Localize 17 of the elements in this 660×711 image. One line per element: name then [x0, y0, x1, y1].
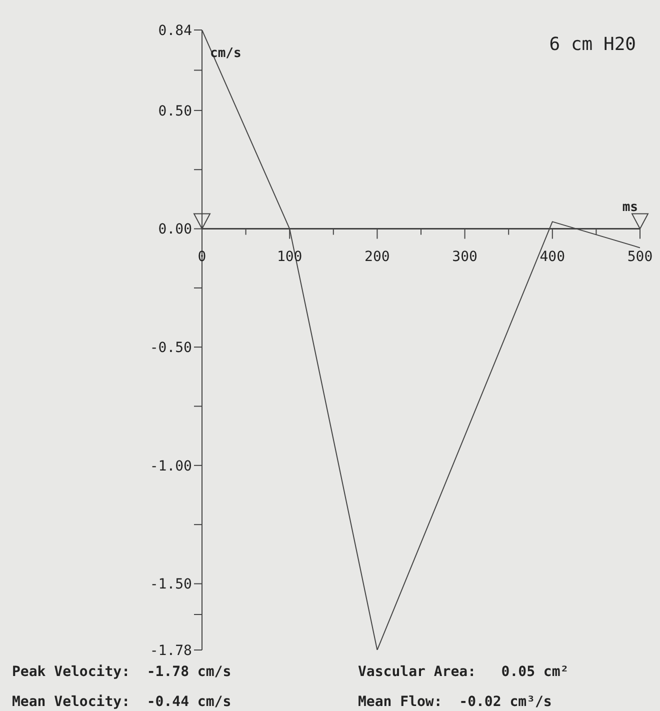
text: Mean Flow: -0.02 cm³/s — [358, 694, 552, 710]
y-tick-label: -1.00 — [150, 458, 192, 474]
x-tick-label: 200 — [364, 248, 390, 265]
y-tick-label: 0.00 — [158, 222, 192, 238]
text: Peak Velocity: -1.78 cm/s — [12, 664, 232, 680]
y-tick-label: 0.84 — [158, 22, 192, 39]
x-tick-label: 500 — [627, 248, 653, 265]
y-tick-label: -0.50 — [150, 340, 192, 356]
y-tick-label: -1.50 — [150, 576, 192, 593]
y-tick-label: 0.50 — [158, 103, 192, 120]
text: Mean Velocity: -0.44 cm/s — [12, 694, 232, 710]
chart-title: 6 cm H20 — [549, 34, 636, 55]
x-tick-label: 400 — [540, 248, 566, 265]
y-tick-label: -1.78 — [150, 642, 192, 659]
x-axis-title: ms — [622, 200, 638, 215]
x-tick-label: 300 — [452, 248, 478, 265]
text: Vascular Area: 0.05 cm² — [358, 664, 569, 680]
